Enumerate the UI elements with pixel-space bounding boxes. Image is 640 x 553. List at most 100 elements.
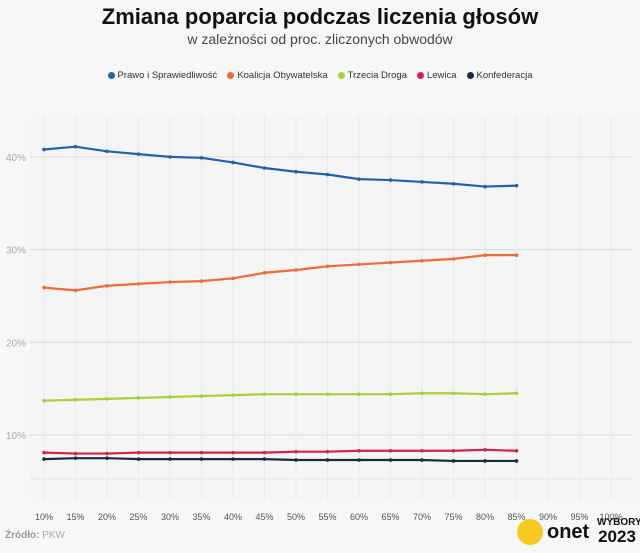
- data-point: [483, 184, 487, 189]
- data-point: [420, 180, 424, 184]
- data-point: [514, 448, 519, 453]
- legend-item[interactable]: Trzecia Droga: [337, 70, 407, 81]
- data-point: [262, 392, 267, 397]
- x-tick-label: 30%: [161, 512, 179, 522]
- x-tick-label: 55%: [318, 512, 336, 522]
- data-point: [357, 458, 361, 462]
- source-note: Źródło: PKW: [5, 530, 65, 541]
- y-tick-label: 10%: [6, 431, 26, 442]
- x-tick-label: 80%: [476, 512, 494, 522]
- data-point: [231, 276, 235, 281]
- x-tick-label: 40%: [224, 512, 242, 522]
- data-point: [199, 450, 204, 455]
- data-point: [388, 448, 393, 453]
- legend: Prawo i Sprawiedliwość Koalicja Obywatels…: [0, 70, 640, 81]
- x-tick-label: 85%: [507, 512, 525, 522]
- legend-item[interactable]: Koalicja Obywatelska: [227, 70, 328, 81]
- data-point: [451, 459, 456, 463]
- x-tick-label: 45%: [255, 512, 273, 522]
- data-point: [136, 450, 141, 455]
- data-point: [325, 458, 330, 462]
- data-point: [136, 282, 141, 286]
- data-point: [42, 147, 46, 152]
- legend-dot-icon: [227, 72, 235, 79]
- x-tick-label: 90%: [539, 512, 557, 522]
- legend-label: Trzecia Droga: [347, 70, 407, 81]
- data-point: [294, 392, 298, 397]
- legend-label: Konfederacja: [476, 70, 533, 81]
- data-point: [388, 458, 393, 462]
- data-point: [357, 392, 361, 397]
- data-point: [105, 451, 109, 456]
- x-tick-label: 50%: [287, 512, 305, 522]
- x-tick-label: 75%: [444, 512, 462, 522]
- data-point: [357, 448, 361, 453]
- legend-dot-icon: [337, 72, 345, 79]
- data-point: [325, 172, 330, 177]
- badge-top: WYBORY: [597, 517, 640, 528]
- chart-title: Zmiana poparcia podczas liczenia głosów: [101, 4, 539, 29]
- data-point: [136, 152, 141, 156]
- legend-item[interactable]: Lewica: [416, 70, 457, 81]
- data-point: [294, 458, 298, 462]
- data-point: [73, 144, 78, 149]
- y-tick-label: 40%: [6, 153, 26, 164]
- data-point: [231, 457, 235, 461]
- data-point: [514, 183, 519, 188]
- data-point: [388, 260, 393, 265]
- data-point: [483, 392, 487, 397]
- onet-logo: onet: [517, 519, 589, 545]
- sun-icon: [517, 519, 543, 545]
- series-line: [43, 254, 517, 292]
- data-point: [483, 448, 487, 452]
- data-point: [231, 450, 235, 455]
- y-tick-label: 20%: [6, 338, 26, 349]
- x-tick-label: 60%: [350, 512, 368, 522]
- x-tick-label: 65%: [381, 512, 399, 522]
- x-tick-label: 15%: [66, 512, 84, 522]
- data-point: [483, 253, 487, 257]
- series-line: [43, 448, 517, 455]
- legend-label: Lewica: [426, 70, 457, 81]
- data-point: [451, 181, 456, 186]
- data-point: [388, 392, 393, 397]
- data-point: [42, 285, 46, 290]
- series-line: [43, 145, 517, 188]
- data-point: [105, 456, 109, 460]
- data-point: [325, 449, 330, 454]
- legend-dot-icon: [466, 72, 474, 79]
- legend-item[interactable]: Prawo i Sprawiedliwość: [107, 70, 218, 81]
- data-point: [451, 448, 456, 453]
- x-tick-label: 95%: [570, 512, 588, 522]
- data-point: [483, 459, 487, 463]
- data-point: [325, 264, 330, 269]
- legend-label: Prawo i Sprawiedliwość: [117, 70, 218, 81]
- data-point: [73, 397, 78, 402]
- data-point: [451, 257, 456, 261]
- data-point: [294, 169, 298, 174]
- data-point: [42, 457, 46, 461]
- data-point: [136, 457, 141, 461]
- legend-label: Koalicja Obywatelska: [237, 70, 328, 81]
- badge-bottom: 2023: [598, 527, 636, 546]
- data-point: [168, 155, 172, 159]
- data-point: [42, 450, 46, 455]
- series-line: [43, 392, 517, 402]
- x-tick-label: 100%: [599, 512, 622, 522]
- x-tick-label: 70%: [413, 512, 431, 522]
- legend-item[interactable]: Konfederacja: [466, 70, 533, 81]
- legend-dot-icon: [416, 72, 424, 79]
- data-point: [262, 457, 267, 461]
- chart-subtitle: w zależności od proc. zliczonych obwodów: [187, 31, 453, 47]
- data-point: [357, 177, 361, 181]
- data-point: [357, 262, 361, 267]
- wybory-badge: WYBORY 2023: [597, 517, 640, 546]
- data-point: [514, 253, 519, 257]
- data-point: [136, 396, 141, 400]
- data-point: [451, 391, 456, 396]
- data-point: [168, 395, 172, 399]
- data-point: [514, 459, 519, 463]
- x-tick-label: 25%: [129, 512, 147, 522]
- data-point: [294, 449, 298, 454]
